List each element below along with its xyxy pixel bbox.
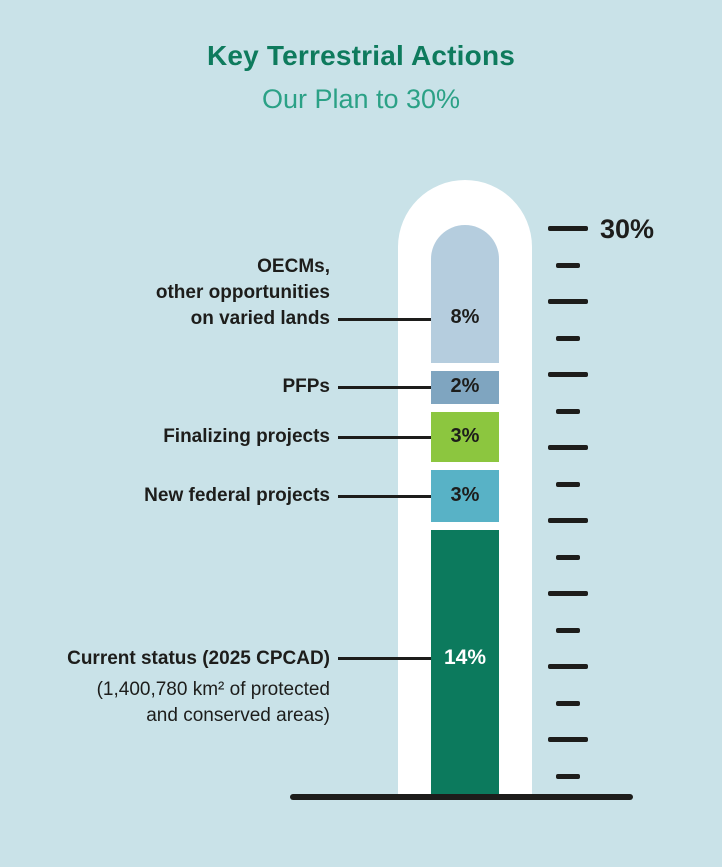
chart-title: Key Terrestrial Actions [206, 40, 516, 71]
scale-tick [548, 591, 588, 596]
segment-pfps [431, 371, 499, 404]
segment-oecms [431, 225, 499, 363]
scale-max-label: 30% [600, 214, 655, 244]
leader-line-pfps [338, 386, 431, 389]
tick-scale [548, 226, 588, 791]
segment-label-current-status: Current status (2025 CPCAD) [67, 648, 330, 669]
scale-tick [548, 226, 588, 231]
scale-tick [548, 664, 588, 669]
segment-new-federal-projects [431, 470, 499, 522]
scale-tick [548, 372, 588, 377]
segment-value-oecms: 8% [450, 306, 480, 328]
leader-line-new-federal-projects [338, 495, 431, 498]
segment-sublabel-current-status: (1,400,780 km² of protected and conserve… [96, 679, 330, 726]
segment-label-pfps: PFPs [282, 376, 330, 397]
scale-tick [556, 773, 580, 779]
leader-line-current-status [338, 657, 431, 660]
scale-tick [556, 627, 580, 633]
segment-value-new-federal-projects: 3% [450, 484, 480, 506]
scale-tick [556, 408, 580, 414]
scale-tick [556, 262, 580, 268]
scale-tick [548, 299, 588, 304]
scale-tick [556, 554, 580, 560]
scale-tick [548, 445, 588, 450]
segment-value-current-status: 14% [443, 646, 487, 669]
baseline [290, 794, 633, 800]
segment-value-finalizing-projects: 3% [450, 425, 480, 447]
segment-current-status [431, 530, 499, 797]
scale-tick [556, 481, 580, 487]
chart-subtitle: Our Plan to 30% [261, 84, 461, 114]
leader-line-oecms [338, 318, 431, 321]
scale-tick [548, 737, 588, 742]
segment-label-oecms: OECMs, other opportunities on varied lan… [155, 256, 330, 329]
segment-value-pfps: 2% [450, 375, 480, 397]
scale-tick [548, 518, 588, 523]
scale-tick [556, 335, 580, 341]
segment-label-finalizing-projects: Finalizing projects [163, 426, 330, 447]
segment-label-new-federal-projects: New federal projects [144, 485, 330, 506]
scale-tick [556, 700, 580, 706]
segment-finalizing-projects [431, 412, 499, 462]
leader-line-finalizing-projects [338, 436, 431, 439]
